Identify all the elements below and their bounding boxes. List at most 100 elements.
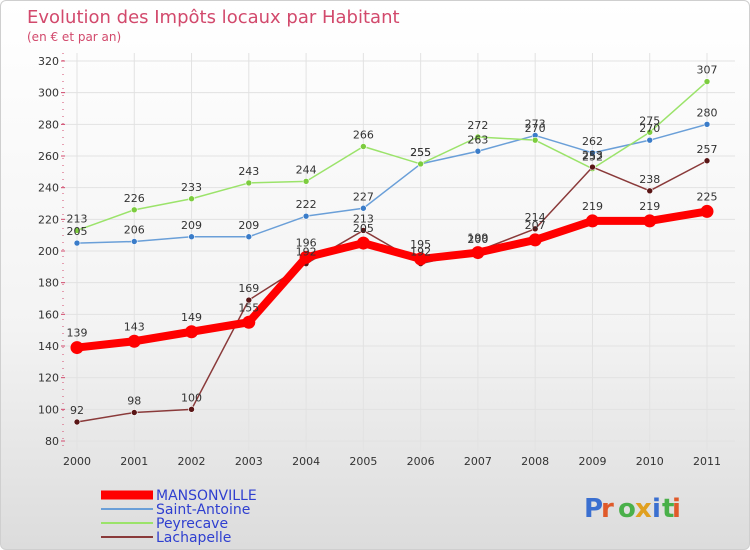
y-tick-label: 300 bbox=[38, 87, 59, 100]
legend-label-saint-antoine: Saint-Antoine bbox=[156, 502, 250, 518]
data-label-lachapelle: 169 bbox=[238, 282, 259, 295]
y-tick-label: 120 bbox=[38, 372, 59, 385]
data-labels: 205 206 209 2092222272552632732622702802132… bbox=[67, 64, 718, 417]
chart-title: Evolution des Impôts locaux par Habitant bbox=[27, 7, 400, 28]
data-label-peyrecave: 226 bbox=[124, 192, 145, 205]
data-label-peyrecave: 243 bbox=[238, 165, 259, 178]
data-point-peyrecave bbox=[188, 195, 195, 203]
chart-subtitle: (en € et par an) bbox=[27, 30, 121, 44]
data-label-peyrecave: 275 bbox=[639, 114, 660, 127]
data-point-lachapelle bbox=[589, 163, 596, 171]
logo-letter: P bbox=[584, 494, 603, 524]
y-tick-label: 280 bbox=[38, 118, 59, 131]
data-label-lachapelle: 214 bbox=[525, 211, 546, 224]
data-point-mansonville bbox=[414, 252, 428, 266]
data-label-saint-antoine: 270 bbox=[639, 122, 660, 135]
x-tick-label: 2008 bbox=[521, 455, 549, 468]
y-tick-label: 160 bbox=[38, 308, 59, 321]
data-label-lachapelle: 238 bbox=[639, 173, 660, 186]
data-point-mansonville bbox=[356, 236, 370, 250]
data-point-saint-antoine bbox=[302, 212, 310, 220]
data-label-mansonville: 149 bbox=[181, 311, 202, 324]
legend-label-mansonville: MANSONVILLE bbox=[156, 488, 257, 504]
data-point-lachapelle bbox=[360, 227, 367, 234]
x-tick-label: 2007 bbox=[464, 455, 492, 468]
data-point-mansonville bbox=[242, 315, 256, 329]
data-label-mansonville: 196 bbox=[296, 236, 317, 249]
data-label-mansonville: 143 bbox=[124, 320, 145, 333]
data-point-mansonville bbox=[185, 325, 199, 339]
axes: 80 100 120 140 160 180 200 220 240 260 280 300 320 20… bbox=[38, 53, 721, 468]
x-tick-label: 2005 bbox=[349, 455, 377, 468]
data-point-mansonville bbox=[127, 334, 141, 348]
data-point-saint-antoine bbox=[188, 233, 195, 241]
data-label-peyrecave: 252 bbox=[582, 151, 603, 164]
data-label-peyrecave: 270 bbox=[525, 122, 546, 135]
data-label-mansonville: 219 bbox=[639, 200, 660, 213]
y-tick-label: 180 bbox=[38, 277, 59, 290]
logo-letter: r bbox=[601, 494, 614, 524]
y-tick-label: 140 bbox=[38, 340, 59, 353]
data-point-mansonville bbox=[70, 341, 84, 355]
y-tick-label: 320 bbox=[38, 55, 59, 68]
data-point-lachapelle bbox=[245, 296, 253, 304]
x-tick-label: 2000 bbox=[63, 455, 91, 468]
data-point-lachapelle bbox=[646, 187, 654, 195]
y-tick-label: 240 bbox=[38, 182, 59, 195]
data-label-saint-antoine: 227 bbox=[353, 190, 374, 203]
data-point-peyrecave bbox=[703, 78, 711, 85]
data-point-mansonville bbox=[643, 214, 657, 228]
data-label-lachapelle: 92 bbox=[70, 404, 84, 417]
legend-label-lachapelle: Lachapelle bbox=[156, 530, 231, 546]
data-label-lachapelle: 100 bbox=[181, 391, 202, 404]
legend-label-peyrecave: Peyrecave bbox=[156, 516, 228, 532]
series-line-peyrecave bbox=[76, 80, 708, 232]
data-label-peyrecave: 233 bbox=[181, 181, 202, 194]
data-label-lachapelle: 257 bbox=[697, 143, 718, 156]
data-point-peyrecave bbox=[417, 160, 424, 168]
data-point-mansonville bbox=[299, 250, 313, 264]
data-point-peyrecave bbox=[302, 178, 310, 185]
data-point-saint-antoine bbox=[474, 147, 482, 155]
y-tick-label: 200 bbox=[38, 245, 59, 258]
data-label-saint-antoine: 206 bbox=[124, 224, 145, 237]
data-label-peyrecave: 266 bbox=[353, 129, 374, 142]
proxiti-logo: Pr o x i ti bbox=[584, 494, 681, 524]
data-label-mansonville: 207 bbox=[525, 219, 546, 232]
data-label-lachapelle: 253 bbox=[582, 149, 603, 162]
data-label-mansonville: 205 bbox=[353, 222, 374, 235]
data-point-peyrecave bbox=[646, 128, 654, 136]
data-label-saint-antoine: 280 bbox=[697, 106, 718, 119]
data-label-saint-antoine: 209 bbox=[181, 219, 202, 232]
data-point-peyrecave bbox=[130, 206, 138, 214]
data-label-saint-antoine: 255 bbox=[410, 146, 431, 159]
y-tick-label: 260 bbox=[38, 150, 59, 163]
data-label-peyrecave: 307 bbox=[697, 64, 718, 77]
data-label-mansonville: 139 bbox=[67, 327, 88, 340]
y-tick-label: 80 bbox=[45, 435, 59, 448]
logo-letter: i bbox=[652, 494, 661, 524]
data-point-saint-antoine bbox=[360, 204, 367, 212]
data-point-mansonville bbox=[471, 246, 485, 260]
logo-letter: o bbox=[618, 494, 636, 524]
y-tick-label: 100 bbox=[38, 403, 59, 416]
data-point-peyrecave bbox=[531, 136, 539, 144]
x-tick-label: 2002 bbox=[178, 455, 206, 468]
data-point-saint-antoine bbox=[73, 239, 81, 247]
data-label-lachapelle: 213 bbox=[353, 212, 374, 225]
data-label-mansonville: 199 bbox=[467, 232, 488, 245]
legend: MANSONVILLESaint-AntoinePeyrecaveLachape… bbox=[101, 488, 257, 546]
data-point-saint-antoine bbox=[703, 121, 711, 128]
data-point-mansonville bbox=[585, 214, 599, 228]
x-tick-label: 2004 bbox=[292, 455, 320, 468]
x-tick-label: 2009 bbox=[578, 455, 606, 468]
data-label-saint-antoine: 263 bbox=[467, 133, 488, 146]
logo-letter: t bbox=[662, 494, 674, 524]
data-label-lachapelle: 200 bbox=[467, 233, 488, 246]
series-line-lachapelle bbox=[76, 160, 708, 423]
series-line-saint-antoine bbox=[76, 123, 708, 244]
data-label-lachapelle: 192 bbox=[296, 246, 317, 259]
data-label-peyrecave: 272 bbox=[467, 119, 488, 132]
data-point-lachapelle bbox=[188, 406, 195, 413]
